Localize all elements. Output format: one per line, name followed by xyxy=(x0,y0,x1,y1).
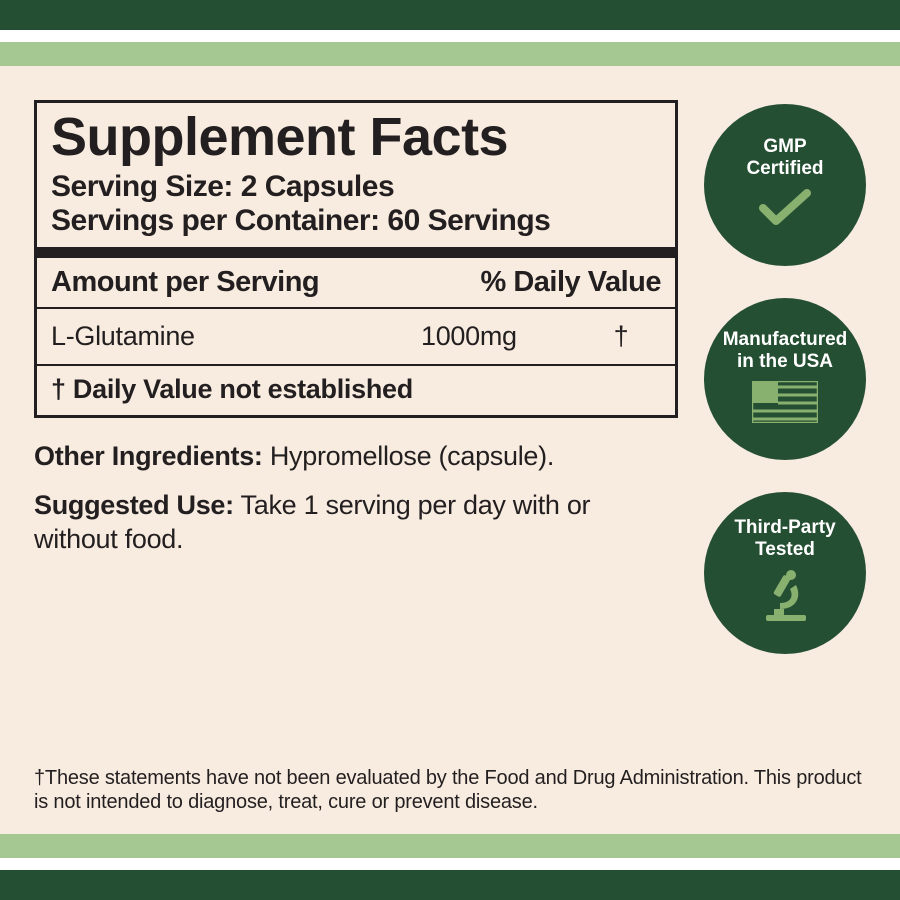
usa-label-2: in the USA xyxy=(737,351,833,373)
badges-column: GMP Certified Manufactured in the USA xyxy=(704,100,866,654)
usa-badge: Manufactured in the USA xyxy=(704,298,866,460)
other-ingredients: Other Ingredients: Hypromellose (capsule… xyxy=(34,440,678,474)
gmp-label-2: Certified xyxy=(746,158,823,180)
top-gap xyxy=(0,30,900,42)
ingredient-dv: † xyxy=(581,321,661,352)
microscope-icon xyxy=(758,569,812,629)
bottom-dark-stripe xyxy=(0,870,900,900)
checkmark-icon xyxy=(758,188,812,234)
below-panel-text: Other Ingredients: Hypromellose (capsule… xyxy=(34,440,678,557)
serving-size: Serving Size: 2 Capsules xyxy=(51,170,661,205)
servings-per-container: Servings per Container: 60 Servings xyxy=(51,204,661,239)
other-ingredients-value: Hypromellose (capsule). xyxy=(263,441,554,471)
header-dv: % Daily Value xyxy=(461,266,661,299)
tested-label-2: Tested xyxy=(755,539,815,561)
panel-title: Supplement Facts xyxy=(51,109,661,166)
usa-label-1: Manufactured xyxy=(723,329,848,351)
ingredient-name: L-Glutamine xyxy=(51,321,421,352)
content-area: Supplement Facts Serving Size: 2 Capsule… xyxy=(0,66,900,834)
tested-label-1: Third-Party xyxy=(734,517,835,539)
flag-icon xyxy=(752,381,818,429)
gmp-badge: GMP Certified xyxy=(704,104,866,266)
left-column: Supplement Facts Serving Size: 2 Capsule… xyxy=(34,100,678,654)
tested-badge: Third-Party Tested xyxy=(704,492,866,654)
ingredient-amount: 1000mg xyxy=(421,321,581,352)
thick-separator xyxy=(37,247,675,258)
ingredient-row: L-Glutamine 1000mg † xyxy=(51,309,661,364)
supplement-facts-panel: Supplement Facts Serving Size: 2 Capsule… xyxy=(34,100,678,418)
bottom-gap xyxy=(0,858,900,870)
gmp-label-1: GMP xyxy=(763,136,806,158)
top-light-stripe xyxy=(0,42,900,66)
other-ingredients-label: Other Ingredients: xyxy=(34,441,263,471)
main-row: Supplement Facts Serving Size: 2 Capsule… xyxy=(34,100,866,654)
fda-disclaimer: †These statements have not been evaluate… xyxy=(34,736,866,814)
header-amount: Amount per Serving xyxy=(51,266,461,299)
bottom-light-stripe xyxy=(0,834,900,858)
suggested-use: Suggested Use: Take 1 serving per day wi… xyxy=(34,489,678,557)
column-headers: Amount per Serving % Daily Value xyxy=(51,258,661,307)
suggested-use-label: Suggested Use: xyxy=(34,490,234,520)
dv-footnote: † Daily Value not established xyxy=(51,366,661,415)
top-dark-stripe xyxy=(0,0,900,30)
